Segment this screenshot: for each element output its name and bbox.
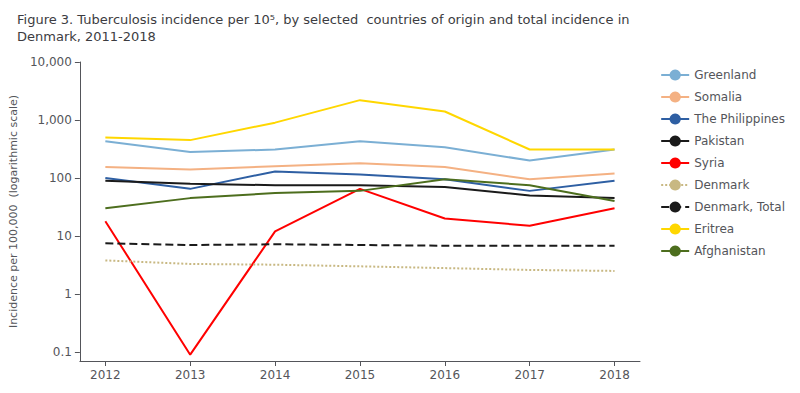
svg-text:Greenland: Greenland <box>694 68 756 82</box>
svg-text:Afghanistan: Afghanistan <box>694 244 765 258</box>
svg-text:2012: 2012 <box>90 368 121 382</box>
svg-text:Denmark, Total: Denmark, Total <box>694 200 785 214</box>
svg-text:0.1: 0.1 <box>53 345 72 359</box>
svg-text:2015: 2015 <box>345 368 376 382</box>
svg-text:10,000: 10,000 <box>30 55 72 69</box>
svg-text:Eritrea: Eritrea <box>694 222 734 236</box>
svg-text:1: 1 <box>64 287 72 301</box>
svg-text:2014: 2014 <box>260 368 291 382</box>
svg-text:2018: 2018 <box>599 368 630 382</box>
svg-text:2016: 2016 <box>430 368 461 382</box>
svg-text:Denmark, 2011-2018: Denmark, 2011-2018 <box>17 29 156 44</box>
svg-text:10: 10 <box>57 229 72 243</box>
svg-text:Denmark: Denmark <box>694 178 749 192</box>
svg-text:2017: 2017 <box>514 368 545 382</box>
svg-text:Incidence per 100,000 (logari: Incidence per 100,000 (logarithmic scale… <box>7 95 20 328</box>
svg-text:Somalia: Somalia <box>694 90 742 104</box>
svg-text:Pakistan: Pakistan <box>694 134 744 148</box>
svg-text:100: 100 <box>49 171 72 185</box>
svg-text:Figure 3. Tuberculosis inciden: Figure 3. Tuberculosis incidence per 10⁵… <box>17 12 629 27</box>
svg-text:2013: 2013 <box>175 368 206 382</box>
svg-text:Syria: Syria <box>694 156 724 170</box>
svg-text:The Philippines: The Philippines <box>693 112 785 126</box>
svg-text:1,000: 1,000 <box>38 113 72 127</box>
